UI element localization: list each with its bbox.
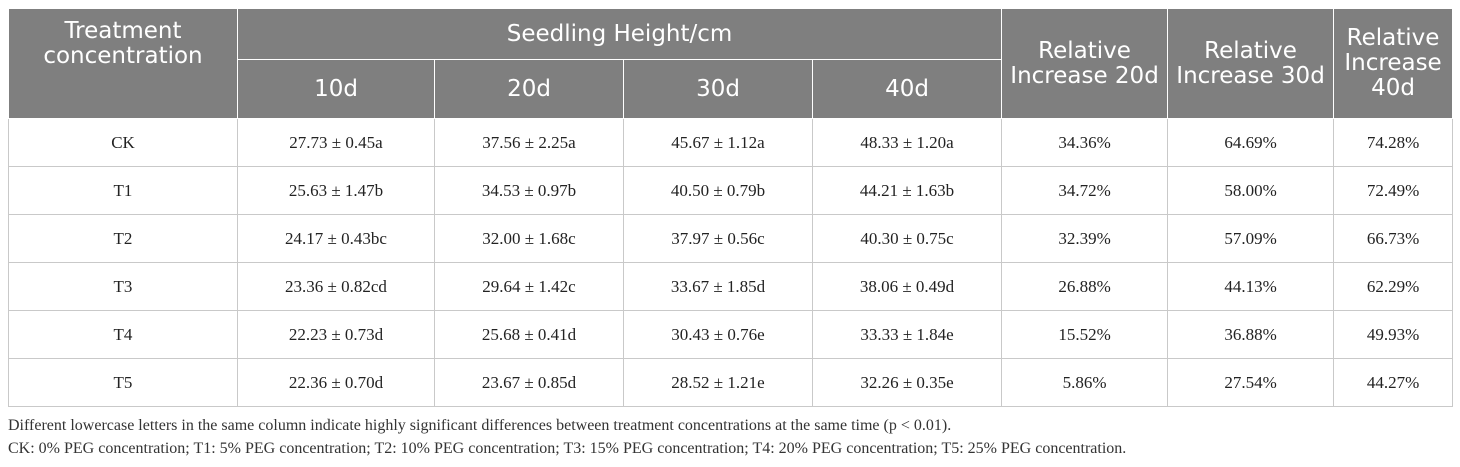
cell-height-20d: 25.68 ± 0.41d	[434, 310, 624, 359]
cell-height-30d: 45.67 ± 1.12a	[623, 118, 813, 167]
cell-height-30d: 28.52 ± 1.21e	[623, 358, 813, 407]
header-day-30d: 30d	[623, 59, 813, 119]
table-row: T2 24.17 ± 0.43bc 32.00 ± 1.68c 37.97 ± …	[8, 214, 1454, 263]
cell-height-10d: 24.17 ± 0.43bc	[237, 214, 435, 263]
cell-height-10d: 27.73 ± 0.45a	[237, 118, 435, 167]
cell-relative-30d: 57.09%	[1167, 214, 1335, 263]
header-seedling-height: Seedling Height/cm	[236, 8, 1003, 60]
header-day-10d: 10d	[237, 59, 435, 119]
cell-height-40d: 48.33 ± 1.20a	[811, 118, 1003, 167]
cell-relative-30d: 58.00%	[1167, 166, 1335, 215]
seedling-height-table: Treatment concentration Seedling Height/…	[8, 8, 1454, 407]
table-row: T5 22.36 ± 0.70d 23.67 ± 0.85d 28.52 ± 1…	[8, 358, 1454, 407]
table-footnotes: Different lowercase letters in the same …	[8, 414, 1126, 460]
cell-relative-30d: 36.88%	[1167, 310, 1335, 359]
cell-height-30d: 40.50 ± 0.79b	[623, 166, 813, 215]
footnote-significance: Different lowercase letters in the same …	[8, 417, 952, 434]
cell-height-40d: 33.33 ± 1.84e	[811, 310, 1003, 359]
cell-height-30d: 37.97 ± 0.56c	[623, 214, 813, 263]
header-relative-increase-20d: Relative Increase 20d	[1001, 8, 1169, 119]
cell-relative-20d: 5.86%	[1001, 358, 1169, 407]
cell-relative-20d: 26.88%	[1001, 262, 1169, 311]
table-container: Treatment concentration Seedling Height/…	[8, 8, 1454, 407]
header-relative-increase-30d: Relative Increase 30d	[1167, 8, 1335, 119]
cell-treatment: T5	[8, 358, 238, 407]
footnote-treatment-definitions: CK: 0% PEG concentration; T1: 5% PEG con…	[8, 440, 1127, 457]
cell-height-40d: 44.21 ± 1.63b	[811, 166, 1003, 215]
cell-height-20d: 37.56 ± 2.25a	[434, 118, 624, 167]
table-row: T3 23.36 ± 0.82cd 29.64 ± 1.42c 33.67 ± …	[8, 262, 1454, 311]
table-row: CK 27.73 ± 0.45a 37.56 ± 2.25a 45.67 ± 1…	[8, 118, 1454, 167]
cell-height-40d: 40.30 ± 0.75c	[811, 214, 1003, 263]
cell-height-10d: 25.63 ± 1.47b	[237, 166, 435, 215]
cell-height-10d: 22.23 ± 0.73d	[237, 310, 435, 359]
header-day-40d: 40d	[811, 59, 1003, 119]
cell-treatment: CK	[8, 118, 238, 167]
cell-height-20d: 34.53 ± 0.97b	[434, 166, 624, 215]
cell-relative-30d: 64.69%	[1167, 118, 1335, 167]
cell-relative-40d: 72.49%	[1333, 166, 1454, 215]
cell-height-20d: 32.00 ± 1.68c	[434, 214, 624, 263]
cell-relative-30d: 27.54%	[1167, 358, 1335, 407]
cell-relative-20d: 34.36%	[1001, 118, 1169, 167]
cell-relative-20d: 32.39%	[1001, 214, 1169, 263]
header-treatment-concentration: Treatment concentration	[8, 8, 238, 119]
cell-relative-30d: 44.13%	[1167, 262, 1335, 311]
cell-height-10d: 23.36 ± 0.82cd	[237, 262, 435, 311]
cell-relative-40d: 74.28%	[1333, 118, 1454, 167]
cell-treatment: T1	[8, 166, 238, 215]
cell-relative-20d: 15.52%	[1001, 310, 1169, 359]
table-row: T1 25.63 ± 1.47b 34.53 ± 0.97b 40.50 ± 0…	[8, 166, 1454, 215]
cell-treatment: T3	[8, 262, 238, 311]
cell-height-30d: 33.67 ± 1.85d	[623, 262, 813, 311]
cell-height-20d: 29.64 ± 1.42c	[434, 262, 624, 311]
cell-relative-40d: 66.73%	[1333, 214, 1454, 263]
cell-treatment: T4	[8, 310, 238, 359]
cell-treatment: T2	[8, 214, 238, 263]
cell-height-30d: 30.43 ± 0.76e	[623, 310, 813, 359]
cell-height-40d: 38.06 ± 0.49d	[811, 262, 1003, 311]
header-relative-increase-40d: Relative Increase 40d	[1333, 8, 1454, 119]
cell-height-20d: 23.67 ± 0.85d	[434, 358, 624, 407]
cell-relative-40d: 62.29%	[1333, 262, 1454, 311]
cell-relative-20d: 34.72%	[1001, 166, 1169, 215]
cell-relative-40d: 49.93%	[1333, 310, 1454, 359]
cell-height-40d: 32.26 ± 0.35e	[811, 358, 1003, 407]
header-day-20d: 20d	[434, 59, 624, 119]
table-row: T4 22.23 ± 0.73d 25.68 ± 0.41d 30.43 ± 0…	[8, 310, 1454, 359]
cell-relative-40d: 44.27%	[1333, 358, 1454, 407]
cell-height-10d: 22.36 ± 0.70d	[237, 358, 435, 407]
